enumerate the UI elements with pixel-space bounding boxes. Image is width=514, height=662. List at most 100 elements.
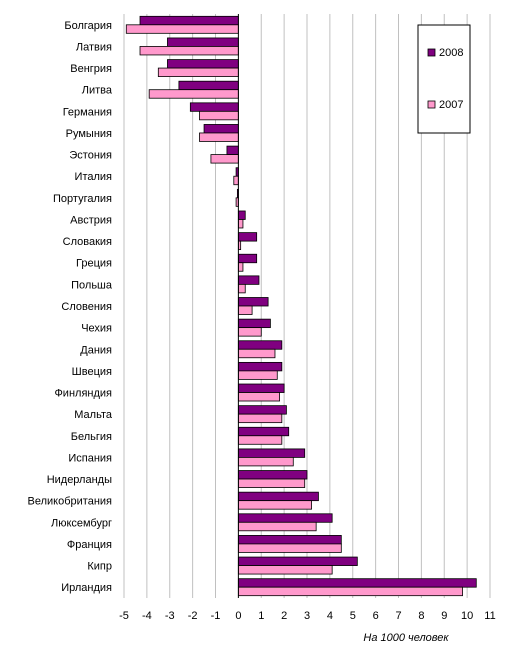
x-axis-label: На 1000 человек [363,632,449,644]
category-label: Италия [75,171,113,183]
x-tick-label: 5 [350,610,356,622]
x-tick-label: 11 [484,610,495,622]
category-label: Швеция [72,366,112,378]
bar-2008 [167,37,239,47]
bar-2008 [237,426,290,437]
category-label: Латвия [76,41,112,53]
bar-2008 [237,361,283,372]
bar-2008 [237,318,271,329]
bar-2007 [237,478,306,488]
bar-2008 [237,297,269,307]
bar-2008 [139,15,239,26]
category-label: Словения [61,301,112,313]
x-tick-label: 7 [395,610,401,622]
x-tick-label: -5 [119,610,129,622]
bar-2008 [237,383,285,393]
bar-2008 [167,59,239,69]
category-label: Нидерланды [47,474,112,486]
x-tick-label: 8 [418,610,424,622]
bar-2007 [237,586,463,597]
bar-2007 [210,154,239,164]
x-tick-label: -1 [211,610,221,622]
x-tick-label: 0 [235,610,241,622]
bar-2008 [237,470,308,480]
bar-2008 [237,448,306,458]
category-label: Ирландия [61,582,112,594]
bar-2008 [203,124,239,134]
category-label: Румыния [66,128,112,140]
x-tick-label: 2 [281,610,287,622]
bar-2007 [237,283,246,294]
category-label: Польша [71,279,113,291]
bar-2008 [237,556,358,566]
category-label: Словакия [63,236,112,248]
bar-2008 [237,513,333,523]
bar-2007 [139,46,239,56]
bar-2008 [237,275,260,285]
bar-2007 [237,457,294,467]
legend: 2008 2007 [417,24,471,134]
bar-2007 [237,565,333,575]
bar-2007 [237,219,244,229]
category-label: Мальта [74,409,113,421]
bar-2008 [237,535,342,545]
category-label: Бельгия [71,431,112,443]
bar-2008 [237,340,283,350]
bar-2007 [237,435,283,445]
legend-label-2008: 2008 [439,47,463,59]
bar-2007 [148,89,239,99]
bar-2008 [237,578,477,588]
legend-swatch-2007 [427,100,436,109]
bar-2007 [237,305,253,315]
bar-2007 [237,543,342,553]
category-label: Эстония [69,150,112,162]
category-label: Греция [76,258,112,270]
bar-2007 [125,24,239,34]
bar-2007 [233,175,239,186]
x-tick-label: 9 [441,610,447,622]
bar-2007 [157,67,239,77]
bar-2008 [237,253,258,264]
bar-2007 [237,392,280,402]
legend-label-2007: 2007 [439,99,463,111]
legend-swatch-2008 [427,48,436,57]
bar-2008 [237,232,258,242]
bar-2007 [237,348,276,359]
category-label: Болгария [64,20,112,32]
bar-2007 [199,110,239,121]
bar-2008 [237,210,246,220]
bar-2007 [237,370,278,380]
x-tick-label: 1 [258,610,264,622]
x-tick-label: 6 [373,610,379,622]
category-label: Венгрия [70,63,112,75]
category-label: Австрия [70,214,112,226]
bar-2007 [199,132,239,142]
category-label: Германия [63,106,112,118]
legend-box [417,24,471,134]
x-tick-label: 4 [327,610,333,622]
bar-2008 [178,80,239,91]
x-tick-label: 10 [461,610,473,622]
x-tick-label: -4 [142,610,152,622]
category-label: Люксембург [51,517,112,529]
category-label: Чехия [81,323,112,335]
x-tick-label: -2 [188,610,198,622]
bar-2008 [226,145,239,155]
bar-2008 [237,405,287,415]
category-label: Литва [82,85,113,97]
bar-2007 [237,521,317,532]
category-label: Великобритания [28,496,113,508]
category-label: Дания [80,344,112,356]
bar-2007 [237,262,244,272]
category-label: Финляндия [54,388,112,400]
category-label: Португалия [53,193,112,205]
bar-2008 [237,491,319,502]
bar-2008 [189,102,239,112]
bars [125,15,477,597]
x-tick-labels: -5 -4 -3 -2 -1 0 1 2 3 4 5 6 7 8 9 10 11 [119,610,496,622]
bar-2007 [237,500,312,510]
category-label: Франция [67,539,112,551]
x-tick-label: 3 [304,610,310,622]
x-tick-label: -3 [165,610,175,622]
